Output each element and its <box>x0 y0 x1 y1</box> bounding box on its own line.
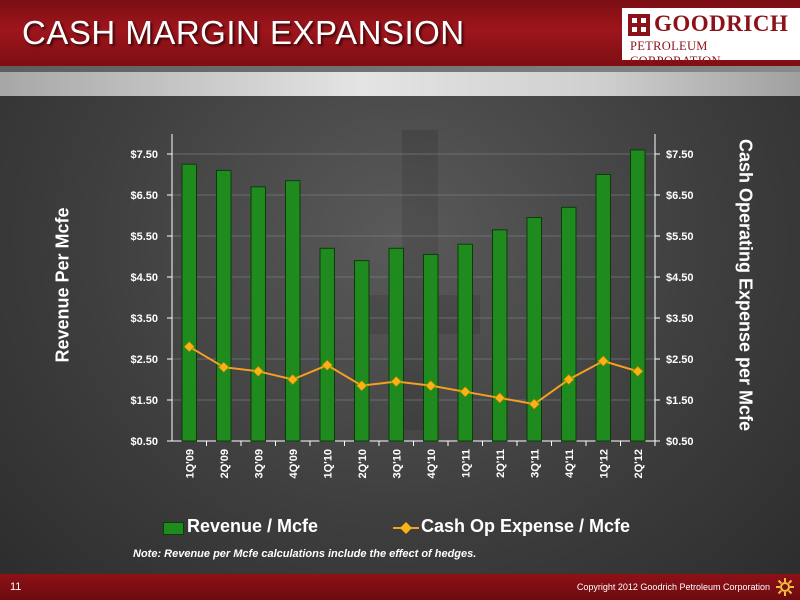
expense-marker <box>321 359 333 371</box>
expense-marker <box>494 392 506 404</box>
bar <box>526 217 542 442</box>
bar <box>181 163 197 442</box>
chart-note: Note: Revenue per Mcfe calculations incl… <box>133 548 477 560</box>
y-tick-label-right: $6.50 <box>666 190 694 202</box>
x-tick-label: 4Q'09 <box>288 449 300 479</box>
legend-revenue-label: Revenue / Mcfe <box>187 516 319 536</box>
bar <box>388 247 404 442</box>
y-tick-label-right: $3.50 <box>666 313 694 325</box>
expense-marker <box>632 365 644 377</box>
y-tick-label-right: $1.50 <box>666 395 694 407</box>
expense-marker <box>218 361 230 373</box>
x-tick-label: 2Q'10 <box>357 449 369 479</box>
slide-header: CASH MARGIN EXPANSION GOODRICH PETROLEUM… <box>0 0 800 68</box>
expense-marker <box>287 374 299 385</box>
y-tick-label-right: $5.50 <box>666 231 694 243</box>
bar <box>423 253 439 442</box>
page-number: 11 <box>10 581 22 593</box>
x-tick-label: 2Q'09 <box>219 449 231 479</box>
bar <box>216 169 232 442</box>
chart-legend: Revenue / Mcfe Cash Op Expense / Mcfe <box>0 514 800 542</box>
y-tick-label-left: $4.50 <box>130 272 158 284</box>
expense-marker <box>563 374 575 385</box>
y-tick-label-right: $7.50 <box>666 149 694 161</box>
gear-logo-icon <box>776 578 794 596</box>
expense-marker <box>528 398 540 410</box>
slide-footer: 11 Copyright 2012 Goodrich Petroleum Cor… <box>0 574 800 600</box>
slide-title: CASH MARGIN EXPANSION <box>22 14 465 51</box>
legend-expense-swatch <box>393 522 419 534</box>
y-tick-label-left: $2.50 <box>130 354 158 366</box>
logo-company-subtitle: PETROLEUM CORPORATION <box>630 39 721 68</box>
y-axis-right-label: Cash Operating Expense per Mcfe <box>735 138 756 432</box>
x-tick-label: 3Q'09 <box>253 449 265 479</box>
expense-marker <box>356 380 368 392</box>
bar <box>561 206 577 442</box>
x-tick-label: 1Q'12 <box>598 449 610 479</box>
expense-marker <box>183 341 195 353</box>
expense-marker <box>597 355 609 367</box>
legend-revenue-swatch <box>163 522 184 535</box>
x-tick-label: 3Q'10 <box>391 449 403 479</box>
y-tick-label-left: $7.50 <box>130 149 158 161</box>
expense-marker <box>425 380 437 392</box>
logo-company-name: GOODRICH <box>654 11 789 36</box>
bar <box>285 180 301 442</box>
goodrich-logo-icon <box>628 14 650 36</box>
y-tick-label-left: $5.50 <box>130 231 158 243</box>
bar <box>319 247 335 442</box>
decorative-band <box>0 66 800 72</box>
y-tick-label-right: $2.50 <box>666 354 694 366</box>
y-tick-label-right: $4.50 <box>666 272 694 284</box>
bar <box>492 229 508 442</box>
bar <box>250 186 266 442</box>
y-axis-left-label: Revenue Per Mcfe <box>52 207 73 363</box>
expense-line <box>188 345 639 406</box>
y-tick-label-left: $6.50 <box>130 190 158 202</box>
x-tick-label: 1Q'11 <box>460 449 472 478</box>
bar <box>595 174 611 442</box>
bar <box>354 260 370 442</box>
y-tick-label-left: $0.50 <box>130 436 158 448</box>
expense-marker <box>459 386 471 398</box>
copyright-text: Copyright 2012 Goodrich Petroleum Corpor… <box>576 582 770 592</box>
company-logo: GOODRICH PETROLEUM CORPORATION <box>622 8 800 68</box>
x-tick-label: 2Q'12 <box>633 449 645 479</box>
x-tick-label: 4Q'10 <box>426 449 438 479</box>
bar <box>457 243 473 442</box>
x-tick-label: 4Q'11 <box>564 449 576 478</box>
x-tick-label: 1Q'09 <box>184 449 196 479</box>
expense-marker <box>390 376 402 387</box>
x-tick-label: 2Q'11 <box>495 449 507 478</box>
x-tick-label: 3Q'11 <box>529 449 541 478</box>
y-tick-label-left: $3.50 <box>130 313 158 325</box>
y-tick-label-left: $1.50 <box>130 395 158 407</box>
expense-marker <box>252 365 264 377</box>
legend-expense-label: Cash Op Expense / Mcfe <box>421 516 631 536</box>
bar <box>630 149 646 442</box>
x-tick-label: 1Q'10 <box>322 449 334 479</box>
y-tick-label-right: $0.50 <box>666 436 694 448</box>
